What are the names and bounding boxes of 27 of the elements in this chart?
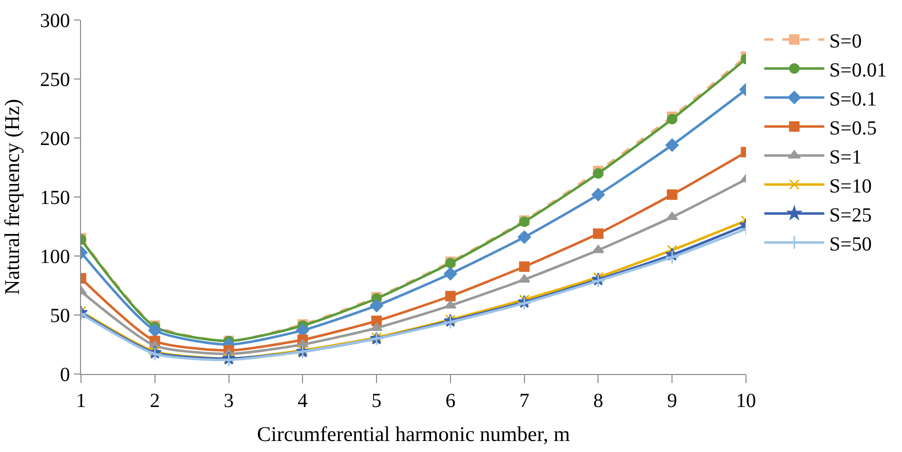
y-tick-label: 200: [40, 128, 70, 150]
y-tick-label: 300: [40, 10, 70, 32]
y-tick-label: 50: [50, 305, 70, 327]
x-tick-label: 4: [298, 390, 308, 412]
x-tick-label: 6: [445, 390, 456, 412]
x-axis-title: Circumferential harmonic number, m: [257, 422, 570, 446]
legend-label: S=0.5: [829, 117, 877, 140]
y-tick-label: 150: [40, 187, 70, 209]
x-tick-label: 8: [593, 390, 604, 412]
x-tick-label: 2: [150, 390, 160, 412]
legend-label: S=1: [829, 146, 862, 168]
legend-label: S=50: [829, 233, 872, 256]
x-tick-label: 7: [519, 390, 530, 412]
legend-label: S=0.01: [829, 59, 887, 82]
y-tick-label: 250: [40, 69, 70, 91]
legend-label: S=10: [829, 175, 872, 198]
x-tick-label: 9: [667, 390, 678, 412]
x-tick-label: 5: [372, 390, 382, 412]
x-tick-label: 3: [224, 390, 234, 412]
legend-label: S=0.1: [829, 88, 877, 110]
y-tick-label: 0: [60, 364, 70, 386]
x-tick-label: 10: [736, 390, 756, 412]
legend-label: S=25: [829, 204, 872, 226]
y-tick-label: 100: [40, 246, 70, 268]
y-axis-title: Natural frequency (Hz): [0, 99, 24, 295]
x-tick-label: 1: [76, 390, 86, 412]
legend-label: S=0: [829, 30, 862, 52]
